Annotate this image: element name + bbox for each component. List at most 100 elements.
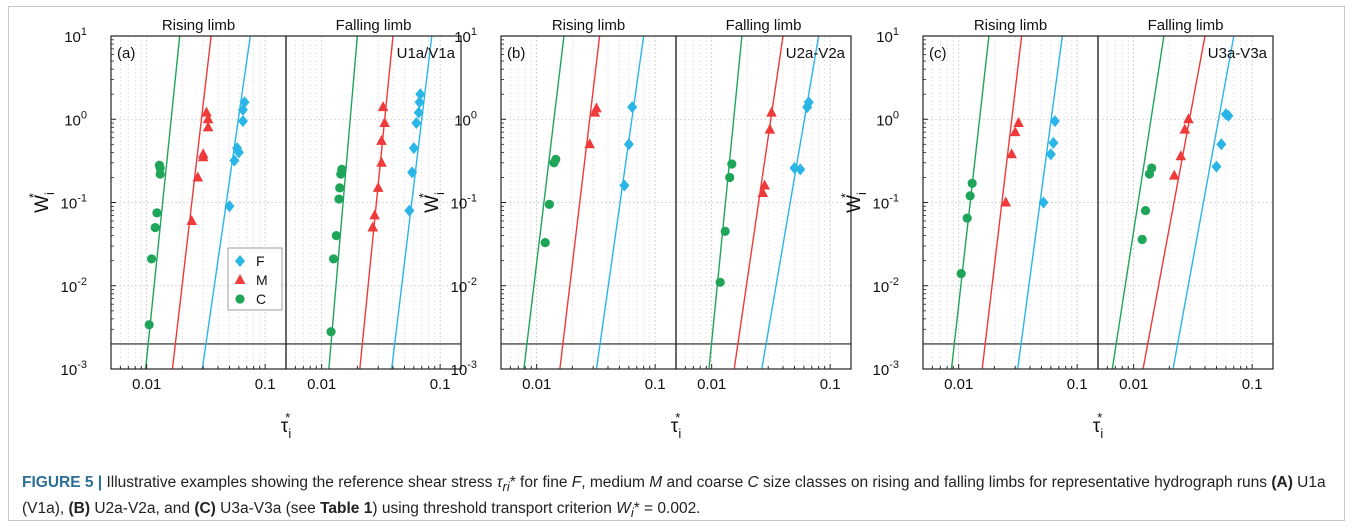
data-point-C bbox=[965, 191, 975, 201]
y-tick-label: 101 bbox=[876, 26, 899, 46]
fit-line-C bbox=[328, 36, 359, 369]
run-label: U3a-V3a bbox=[1208, 45, 1268, 62]
fit-line-C bbox=[708, 36, 743, 369]
data-point-F bbox=[413, 106, 424, 119]
data-point-C bbox=[152, 208, 162, 218]
data-point-F bbox=[414, 96, 425, 109]
data-point-F bbox=[1211, 160, 1222, 173]
y-tick-exponent: -3 bbox=[77, 359, 87, 371]
data-point-C bbox=[725, 172, 735, 183]
y-tick-exponent: 0 bbox=[81, 109, 87, 121]
data-point-M bbox=[766, 106, 777, 117]
data-point-F bbox=[239, 96, 250, 109]
fit-line-M bbox=[733, 36, 784, 369]
data-point-F bbox=[415, 88, 426, 101]
data-point-M bbox=[377, 101, 389, 112]
fit-line-F bbox=[595, 36, 645, 369]
fit-line-M bbox=[1142, 36, 1206, 369]
fit-line-M bbox=[981, 36, 1023, 369]
data-point-C bbox=[334, 194, 344, 204]
data-point-C bbox=[1147, 163, 1157, 173]
y-tick-label: 100 bbox=[64, 109, 87, 129]
x-tick-label: 0.01 bbox=[132, 376, 161, 393]
data-point-F bbox=[1223, 109, 1234, 122]
subplot-frame bbox=[285, 35, 462, 370]
subplot-title: Falling limb bbox=[726, 17, 802, 34]
data-point-M bbox=[1009, 126, 1021, 137]
fit-line-F bbox=[761, 36, 820, 369]
data-point-M bbox=[192, 171, 204, 182]
data-point-M bbox=[1006, 148, 1017, 159]
fit-line-C bbox=[1111, 36, 1165, 369]
x-axis-label: τi* bbox=[281, 410, 292, 441]
data-point-M bbox=[379, 117, 390, 128]
data-point-C bbox=[727, 159, 737, 169]
fit-line-C bbox=[144, 36, 181, 369]
legend: FMC bbox=[227, 247, 283, 311]
x-tick-label: 0.1 bbox=[1067, 376, 1088, 393]
y-tick-label: 100 bbox=[876, 109, 899, 129]
panel-label: (c) bbox=[929, 45, 947, 62]
subplot-title: Rising limb bbox=[974, 17, 1047, 34]
fit-line-M bbox=[171, 36, 212, 369]
y-axis-label: Wi* bbox=[26, 192, 57, 213]
y-tick-exponent: -1 bbox=[77, 193, 87, 205]
subplot-frame bbox=[1097, 35, 1274, 370]
y-tick-label: 100 bbox=[454, 109, 477, 129]
data-point-F bbox=[1216, 138, 1227, 151]
data-point-M bbox=[369, 209, 380, 220]
y-axis-label-sup: * bbox=[26, 193, 41, 198]
data-point-C bbox=[335, 183, 345, 193]
data-point-F bbox=[619, 179, 630, 192]
data-point-F bbox=[623, 138, 634, 151]
legend-marker-F bbox=[235, 255, 245, 267]
data-point-F bbox=[237, 115, 248, 128]
data-point-F bbox=[411, 117, 422, 130]
y-tick-label: 10-1 bbox=[451, 193, 477, 213]
data-point-F bbox=[224, 200, 235, 213]
y-tick-label: 10-2 bbox=[873, 276, 899, 296]
data-point-F bbox=[803, 96, 814, 109]
data-point-F bbox=[233, 146, 244, 159]
y-axis-label-sup: * bbox=[416, 193, 431, 198]
figure-caption: FIGURE 5 | Illustrative examples showing… bbox=[22, 474, 1326, 521]
x-axis-label: τi* bbox=[1093, 410, 1104, 441]
data-point-C bbox=[967, 178, 977, 188]
y-tick-exponent: 1 bbox=[893, 26, 899, 38]
data-point-M bbox=[591, 102, 602, 113]
data-point-M bbox=[367, 221, 379, 232]
data-point-F bbox=[1049, 115, 1060, 128]
data-point-C bbox=[326, 327, 336, 337]
x-tick-label: 0.01 bbox=[697, 376, 726, 393]
y-axis-label-sub: i bbox=[42, 192, 57, 195]
data-point-M bbox=[1183, 113, 1194, 124]
data-point-M bbox=[197, 148, 209, 159]
fit-line-F bbox=[1172, 36, 1235, 369]
x-axis-label-sup: * bbox=[675, 410, 680, 425]
y-axis-label-sub: i bbox=[432, 192, 447, 195]
x-tick-label: 0.01 bbox=[1119, 376, 1148, 393]
data-point-C bbox=[328, 254, 339, 264]
y-tick-exponent: -2 bbox=[77, 276, 87, 288]
subplot-title: Falling limb bbox=[1148, 17, 1224, 34]
data-point-F bbox=[407, 166, 418, 179]
y-tick-label: 101 bbox=[454, 26, 477, 46]
data-point-M bbox=[1179, 123, 1191, 134]
data-point-M bbox=[1175, 150, 1187, 161]
subplot-frame bbox=[675, 35, 852, 370]
subplot-falling: 0.01 0.1 Falling limb U3a-V3a bbox=[1097, 17, 1274, 393]
y-tick-exponent: -3 bbox=[889, 359, 899, 371]
fit-line-C bbox=[523, 36, 565, 369]
y-tick-label: 10-2 bbox=[61, 276, 87, 296]
y-tick-exponent: 1 bbox=[471, 26, 477, 38]
subplot-falling: 0.01 0.1 Falling limb U1a/V1a bbox=[285, 17, 462, 393]
data-point-M bbox=[376, 134, 387, 145]
x-axis-label-sup: * bbox=[1097, 410, 1102, 425]
y-tick-exponent: -3 bbox=[467, 359, 477, 371]
run-label: U2a-V2a bbox=[786, 45, 846, 62]
y-tick-label: 10-1 bbox=[873, 193, 899, 213]
y-tick-exponent: -1 bbox=[467, 193, 477, 205]
